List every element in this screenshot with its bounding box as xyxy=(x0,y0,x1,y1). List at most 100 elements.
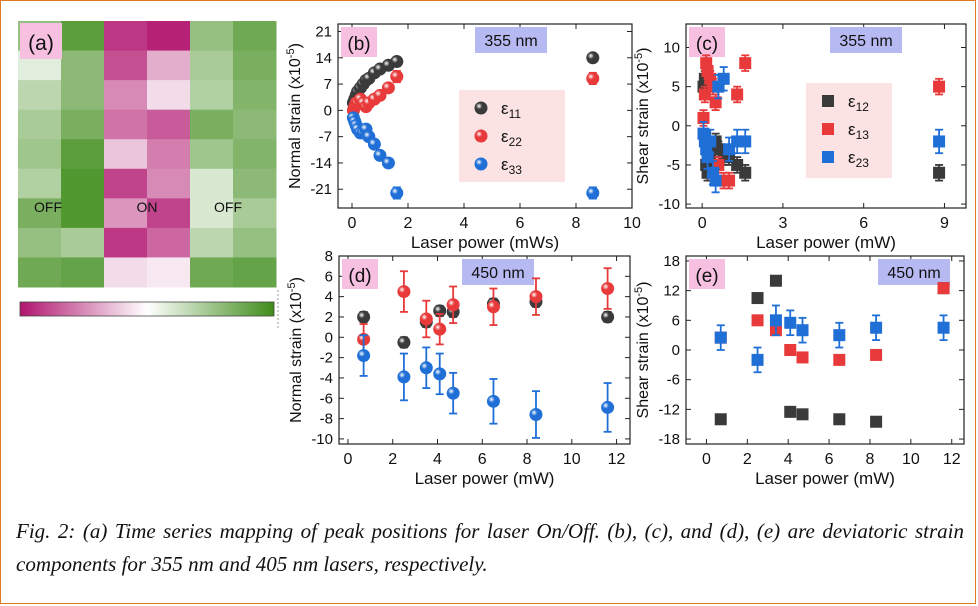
data-point xyxy=(586,71,600,85)
y-tick-label: 0 xyxy=(324,102,332,119)
y-axis-label-exp: -5 xyxy=(633,287,645,297)
data-point xyxy=(367,137,381,151)
y-tick-label: 0 xyxy=(325,329,333,346)
y-tick-label: 4 xyxy=(325,289,333,306)
data-point xyxy=(822,123,834,135)
data-point xyxy=(486,300,500,314)
data-point xyxy=(709,174,722,187)
heatmap-cell xyxy=(147,257,191,288)
y-tick-label: -6 xyxy=(320,390,333,407)
data-point xyxy=(586,51,600,65)
legend-subscript: 13 xyxy=(856,128,870,142)
legend-symbol: ε xyxy=(501,127,509,146)
heatmap-cell xyxy=(190,80,234,111)
data-point xyxy=(751,353,764,366)
x-tick-label: 10 xyxy=(902,451,920,468)
heatmap-cell xyxy=(104,80,148,111)
y-tick-label: -4 xyxy=(320,370,333,387)
data-point xyxy=(390,70,404,84)
wavelength-tag: 355 nm xyxy=(839,33,892,50)
wavelength-tag-bg xyxy=(462,259,534,285)
x-axis-label: Laser power (mW) xyxy=(415,469,555,488)
legend-entry: ε12 xyxy=(848,92,869,114)
x-tick-label: 4 xyxy=(433,451,442,468)
panel-label-bg xyxy=(689,259,725,289)
y-tick-label: 7 xyxy=(324,76,332,93)
y-axis-label-exp: -5 xyxy=(286,282,298,292)
data-point xyxy=(784,316,797,329)
panel-label: (a) xyxy=(28,32,54,55)
x-tick-label: 6 xyxy=(478,451,487,468)
heatmap-cell xyxy=(104,109,148,140)
x-tick-label: 4 xyxy=(784,451,793,468)
wavelength-tag-bg xyxy=(878,259,950,285)
data-point xyxy=(433,367,447,381)
chart-panel-e: 0 2 4 6 8 10 12 -18 -12 -6 0 6 12 18 Laser power (mW) S… xyxy=(633,253,965,488)
heatmap-cell xyxy=(147,198,191,229)
data-point xyxy=(529,408,543,422)
legend-subscript: 11 xyxy=(509,107,522,121)
data-point xyxy=(784,344,797,356)
y-axis-label-main: Normal strain (x10 xyxy=(288,292,305,423)
data-point xyxy=(704,135,717,148)
data-point xyxy=(357,349,371,363)
y-tick-label: 21 xyxy=(315,24,332,41)
chart-panel-b: 0 2 4 6 8 10 -21 -14 -7 0 7 14 21 Laser power (mWs) No… xyxy=(285,23,641,252)
wavelength-tag: 450 nm xyxy=(471,265,524,282)
heatmap-cell xyxy=(147,227,191,258)
data-point xyxy=(739,57,752,70)
y-tick-label: -2 xyxy=(320,350,333,367)
data-point xyxy=(833,413,846,426)
heatmap-cell xyxy=(61,227,105,258)
data-point xyxy=(529,290,543,304)
data-point xyxy=(933,80,946,93)
heatmap-annotation-on: ON xyxy=(137,199,158,215)
y-tick-label: 10 xyxy=(663,39,680,56)
x-tick-label: 9 xyxy=(940,215,949,232)
y-axis-label-exp: -5 xyxy=(285,48,297,58)
data-point xyxy=(586,186,600,200)
data-point xyxy=(419,312,433,326)
y-tick-label: -14 xyxy=(310,155,332,172)
heatmap-cell xyxy=(233,198,277,229)
plot-frame xyxy=(337,23,633,209)
data-point xyxy=(390,186,404,200)
data-point xyxy=(833,329,846,342)
data-point xyxy=(714,331,727,344)
legend-entry: ε33 xyxy=(501,155,522,177)
y-axis-label-exp: -5 xyxy=(633,53,645,63)
x-tick-label: 4 xyxy=(460,215,469,232)
heatmap-cell xyxy=(190,168,234,199)
heatmap-cell xyxy=(233,257,277,288)
data-point xyxy=(833,353,846,366)
y-tick-label: -12 xyxy=(658,401,680,418)
heatmap-cell xyxy=(147,50,191,81)
y-axis-label-main: Normal strain (x10 xyxy=(287,58,304,189)
data-point xyxy=(390,55,404,69)
y-tick-label: 18 xyxy=(663,253,680,270)
data-point xyxy=(474,101,488,115)
x-tick-label: 8 xyxy=(523,451,532,468)
y-axis-label: Shear strain (x10-5) xyxy=(633,282,652,419)
heatmap-cell xyxy=(147,21,191,52)
legend-subscript: 12 xyxy=(856,100,870,114)
legend-symbol: ε xyxy=(501,99,509,118)
data-point xyxy=(796,324,809,337)
x-axis-label: Laser power (mW) xyxy=(755,469,895,488)
legend-subscript: 23 xyxy=(856,156,870,170)
heatmap-cell xyxy=(61,21,105,52)
data-point xyxy=(601,282,615,296)
heatmap-cell xyxy=(18,198,62,229)
y-axis-label: Shear strain (x10-5) xyxy=(633,48,652,185)
panel-label: (e) xyxy=(695,266,718,287)
wavelength-tag-bg xyxy=(475,27,547,53)
plot-frame xyxy=(685,23,967,209)
legend-entry: ε22 xyxy=(501,127,522,149)
x-tick-label: 8 xyxy=(572,215,581,232)
data-point xyxy=(937,321,950,334)
data-point xyxy=(474,157,488,171)
heatmap-cell xyxy=(233,50,277,81)
data-point xyxy=(397,370,411,384)
